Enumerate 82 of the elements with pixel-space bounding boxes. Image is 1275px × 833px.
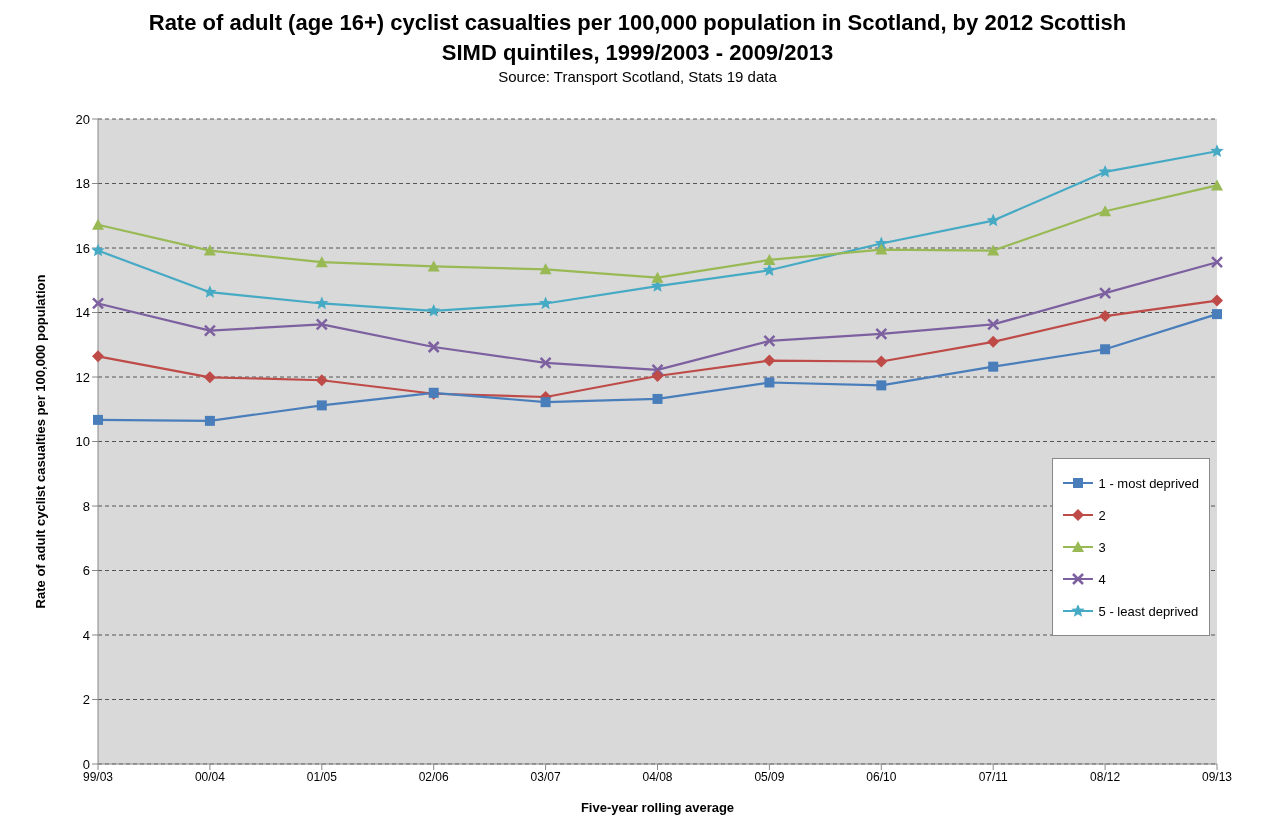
point xyxy=(876,380,887,391)
point xyxy=(203,324,217,337)
point xyxy=(875,327,888,341)
point xyxy=(93,414,103,425)
point xyxy=(763,354,776,367)
point xyxy=(91,297,105,310)
point xyxy=(315,256,328,268)
point xyxy=(763,253,776,265)
point xyxy=(652,393,663,404)
point xyxy=(986,318,1000,331)
point xyxy=(204,415,215,426)
x-tick-label: 07/11 xyxy=(978,769,1009,784)
point xyxy=(1099,205,1112,217)
point xyxy=(651,271,664,283)
y-tick-label: 14 xyxy=(75,305,90,321)
point xyxy=(91,243,105,257)
legend-label: 4 xyxy=(1098,571,1106,587)
point xyxy=(874,236,888,250)
legend-label: 3 xyxy=(1098,539,1106,555)
point xyxy=(762,263,777,276)
point xyxy=(315,374,328,387)
point xyxy=(427,340,440,354)
point xyxy=(875,355,888,368)
point xyxy=(540,397,551,408)
point xyxy=(316,400,327,411)
point xyxy=(539,356,552,370)
x-axis-title: Five-year rolling average xyxy=(580,800,735,815)
y-tick-label: 8 xyxy=(82,498,90,514)
y-tick-label: 20 xyxy=(75,111,90,127)
y-tick-label: 4 xyxy=(82,627,90,643)
y-tick-label: 12 xyxy=(75,369,90,385)
point xyxy=(538,296,553,310)
point xyxy=(1098,164,1112,178)
point xyxy=(1099,310,1112,323)
point xyxy=(539,263,552,275)
legend-label: 2 xyxy=(1098,507,1106,523)
y-tick-label: 2 xyxy=(82,692,90,708)
point xyxy=(764,377,775,388)
point xyxy=(1100,344,1111,355)
y-tick-label: 16 xyxy=(75,240,90,256)
point xyxy=(1210,144,1224,157)
x-tick-label: 00/04 xyxy=(194,769,226,784)
point xyxy=(427,303,441,317)
y-tick-label: 18 xyxy=(75,176,90,192)
point xyxy=(92,218,104,230)
x-tick-label: 03/07 xyxy=(530,769,561,784)
x-tick-label: 06/10 xyxy=(866,769,897,784)
point xyxy=(1212,309,1222,320)
x-tick-label: 01/05 xyxy=(306,769,338,784)
y-tick-label: 0 xyxy=(82,756,90,772)
point xyxy=(987,335,1000,348)
x-tick-label: 08/12 xyxy=(1090,769,1121,784)
point xyxy=(987,244,1000,256)
y-tick-label: 10 xyxy=(75,434,90,450)
point xyxy=(203,244,216,256)
point xyxy=(315,296,329,310)
point xyxy=(92,350,104,363)
legend-label: 1 - most deprived xyxy=(1098,475,1199,491)
y-tick-label: 6 xyxy=(82,563,90,579)
x-tick-label: 09/13 xyxy=(1201,769,1233,784)
x-tick-label: 99/03 xyxy=(82,769,114,784)
point xyxy=(1210,255,1224,269)
point xyxy=(988,361,999,372)
point xyxy=(651,370,664,383)
legend-label: 5 - least deprived xyxy=(1098,603,1199,619)
x-tick-label: 04/08 xyxy=(642,769,673,784)
point xyxy=(763,334,776,348)
chart-title: Rate of adult (age 16+) cyclist casualties per 100,000 population in Scotland, by 2012 Scottish SIMD quintiles, 1999/2003 - 2009/2013 xyxy=(147,9,1128,67)
x-tick-label: 05/09 xyxy=(754,769,785,784)
point xyxy=(986,213,1000,227)
point xyxy=(1211,294,1223,307)
x-tick-label: 02/06 xyxy=(418,769,450,784)
point xyxy=(651,363,664,377)
point xyxy=(315,318,329,331)
source-note: Source: Transport Scotland, Stats 19 data xyxy=(497,68,778,85)
point xyxy=(203,285,217,298)
point xyxy=(1211,179,1223,191)
y-axis-title: Rate of adult cyclist casualties per 100,000 population xyxy=(32,274,48,609)
point xyxy=(427,260,440,272)
point xyxy=(875,243,888,255)
point xyxy=(1098,286,1112,300)
point xyxy=(203,371,216,384)
